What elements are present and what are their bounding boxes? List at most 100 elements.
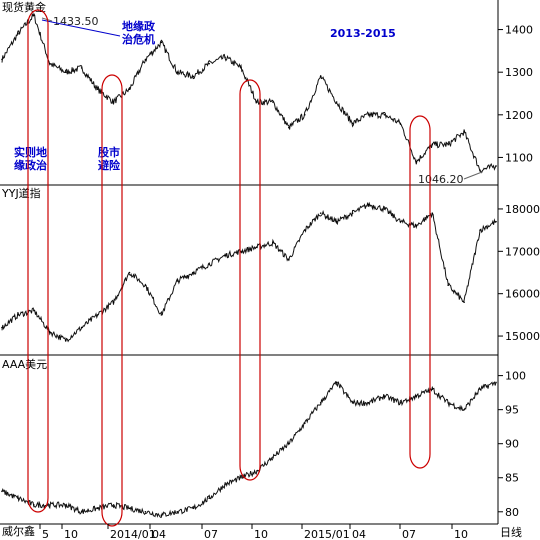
- gold-data-point: [112, 101, 115, 103]
- dow-y-tick-label: 17000: [505, 245, 540, 258]
- gold-data-point: [80, 67, 83, 69]
- panel-usd: AAA美元 80 85 90 95 100: [1, 358, 526, 519]
- usd-data-point: [176, 510, 179, 513]
- annotation-geo-crisis: 地缘政 治危机: [122, 19, 159, 46]
- usd-data-point: [367, 402, 370, 404]
- panel-dow: YYJ道指 15000 16000 17000 18000: [1, 186, 540, 343]
- usd-data-point: [112, 504, 115, 506]
- gold-data-point: [64, 71, 67, 73]
- usd-y-tick-label: 90: [505, 438, 519, 451]
- usd-data-point: [192, 507, 195, 510]
- annotation-pointer-line: [41, 19, 121, 37]
- dow-index-series: [1, 201, 497, 343]
- usd-data-point: [33, 504, 35, 506]
- gold-data-point: [144, 58, 147, 61]
- dow-data-point: [1, 326, 3, 329]
- dow-data-point: [495, 220, 497, 223]
- dow-data-point: [208, 263, 210, 265]
- x-tick-label: 2014/01: [110, 528, 156, 540]
- usd-data-point: [351, 402, 354, 404]
- callout-high-label: 1433.50: [53, 15, 99, 28]
- dow-y-tick-label: 16000: [505, 288, 540, 301]
- gold-data-point: [176, 71, 179, 73]
- usd-data-point: [17, 497, 19, 499]
- callout-low-label: 1046.20: [418, 173, 464, 186]
- usd-line: [1, 381, 497, 518]
- dow-data-point: [17, 314, 19, 316]
- gold-data-point: [367, 114, 370, 116]
- dow-data-point: [479, 229, 481, 231]
- gold-panel-title: 现货黄金: [2, 0, 46, 14]
- gold-line: [1, 12, 497, 174]
- usd-data-point: [383, 395, 386, 397]
- dow-y-tick-label: 18000: [505, 203, 540, 216]
- gold-data-point: [49, 62, 51, 65]
- gold-data-point: [463, 131, 465, 133]
- usd-data-point: [128, 507, 131, 510]
- gold-data-point: [447, 143, 449, 146]
- usd-y-tick-label: 100: [505, 370, 526, 383]
- dow-data-point: [272, 242, 274, 244]
- dow-data-point: [399, 220, 402, 223]
- event-highlight-ellipse: [409, 115, 431, 469]
- dow-data-point: [303, 229, 306, 231]
- gold-callout-low: 1046.20: [418, 171, 483, 186]
- usd-data-point: [463, 408, 465, 411]
- usd-data-point: [256, 470, 258, 472]
- usd-data-point: [49, 504, 51, 506]
- gold-data-point: [96, 88, 99, 91]
- event-highlights: [27, 9, 431, 527]
- dow-data-point: [80, 326, 83, 329]
- dow-data-point: [383, 208, 386, 210]
- dow-data-point: [288, 258, 290, 261]
- dow-data-point: [256, 246, 258, 248]
- gold-data-point: [208, 62, 210, 65]
- usd-data-point: [80, 510, 83, 513]
- gold-data-point: [495, 165, 497, 167]
- usd-data-point: [447, 402, 449, 404]
- timeframe-label: 日线: [500, 525, 522, 539]
- dow-data-point: [160, 314, 163, 316]
- gold-y-tick-label: 1200: [505, 109, 533, 122]
- usd-data-point: [224, 483, 226, 486]
- dow-data-point: [176, 280, 179, 282]
- event-highlight-ellipse: [101, 74, 123, 527]
- x-tick-label: 2015/01: [304, 528, 350, 540]
- dow-line: [1, 201, 497, 343]
- event-highlight-ellipse: [239, 79, 261, 481]
- gold-data-point: [415, 160, 418, 163]
- gold-data-point: [335, 101, 338, 103]
- x-tick-label: 10: [254, 528, 268, 540]
- gold-y-ticks: 1100 1200 1300 1400: [498, 24, 533, 164]
- gold-y-tick-label: 1400: [505, 24, 533, 37]
- gold-data-point: [1, 58, 3, 61]
- dow-data-point: [431, 212, 434, 214]
- dow-data-point: [64, 339, 67, 342]
- gold-data-point: [256, 101, 258, 103]
- usd-data-point: [399, 402, 402, 404]
- usd-data-point: [431, 388, 434, 391]
- usd-data-point: [272, 456, 274, 459]
- x-tick-label: 07: [204, 528, 218, 540]
- dow-data-point: [144, 284, 147, 287]
- dow-data-point: [224, 254, 226, 257]
- dow-data-point: [319, 212, 322, 214]
- dow-data-point: [415, 225, 418, 227]
- gold-data-point: [33, 14, 35, 17]
- usd-data-point: [64, 504, 67, 506]
- x-tick-label: 07: [402, 528, 416, 540]
- dow-data-point: [192, 271, 195, 274]
- gold-data-point: [192, 75, 195, 78]
- usd-y-tick-label: 85: [505, 472, 519, 485]
- usd-data-point: [319, 402, 322, 404]
- dow-data-point: [33, 309, 35, 312]
- gold-data-point: [272, 101, 274, 103]
- usd-data-point: [160, 514, 163, 516]
- dow-data-point: [112, 301, 115, 303]
- x-tick-label: 04: [152, 528, 166, 540]
- event-highlight-ellipse: [27, 9, 49, 513]
- usd-data-point: [495, 381, 497, 384]
